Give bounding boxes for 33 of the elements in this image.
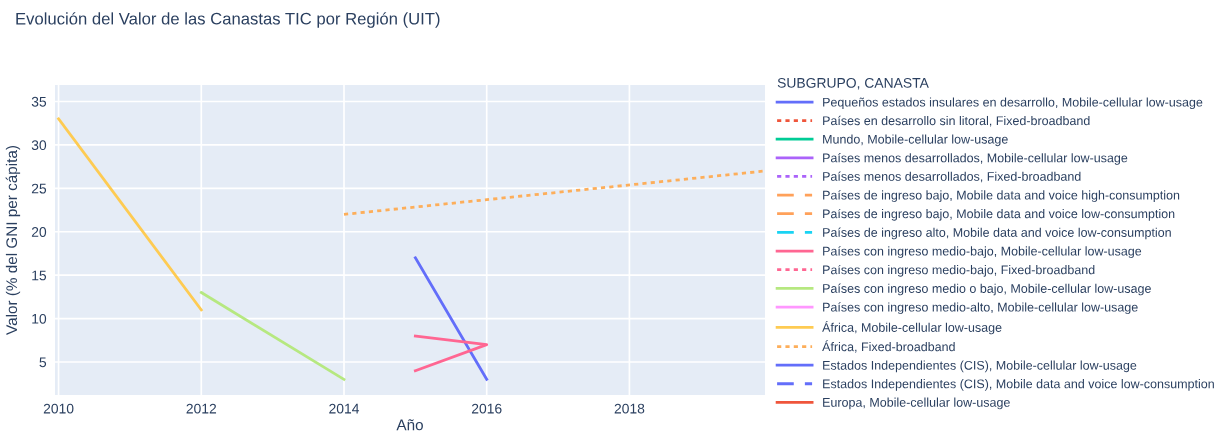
legend-label: Pequeños estados insulares en desarrollo, Mobile-cellular low-usage: [823, 97, 1203, 110]
y-tick-label: 5: [39, 357, 47, 368]
legend-label: África, Fixed-broadband: [822, 340, 955, 353]
y-tick-label: 20: [31, 227, 47, 237]
x-tick-label: 2018: [614, 403, 645, 414]
y-tick-label: 35: [31, 96, 47, 107]
y-axis-title: Valor (% del GNI per cápita): [5, 145, 21, 335]
y-tick-label: 25: [31, 183, 47, 194]
y-tick-label: 15: [32, 270, 47, 281]
y-tick-label: 30: [31, 140, 47, 151]
legend-label: Mundo, Mobile-cellular low-usage: [823, 134, 1008, 147]
legend-label: Países de ingreso alto, Mobile data and voice low-consumption: [823, 227, 1171, 240]
legend-label: Países de ingreso bajo, Mobile data and voice low-consumption: [823, 208, 1175, 221]
y-tick-label: 10: [32, 313, 47, 324]
chart-title: Evolución del Valor de las Canastas TIC por Región (UIT): [16, 12, 440, 28]
legend-label: Países con ingreso medio-bajo, Fixed-broadband: [823, 264, 1095, 277]
legend-label: Países con ingreso medio o bajo, Mobile-cellular low-usage: [823, 283, 1151, 296]
x-axis-title: Año: [396, 419, 423, 431]
legend-title: SUBGRUPO, CANASTA: [777, 77, 929, 90]
legend-label: Países de ingreso bajo, Mobile data and voice high-consumption: [823, 190, 1180, 202]
x-tick-label: 2016: [471, 403, 502, 414]
legend-label: Países menos desarrollados, Fixed-broadband: [823, 171, 1081, 183]
legend-label: Países con ingreso medio-bajo, Mobile-cellular low-usage: [823, 246, 1142, 259]
x-tick-label: 2012: [186, 403, 217, 414]
legend-label: Países con ingreso medio-alto, Mobile-cellular low-usage: [823, 302, 1138, 315]
legend-label: Países en desarrollo sin litoral, Fixed-broadband: [823, 115, 1090, 127]
legend-label: Estados Independientes (CIS), Mobile data and voice low-consumption: [823, 379, 1214, 391]
legend-label: África, Mobile-cellular low-usage: [822, 320, 1002, 335]
legend-label: Europa, Mobile-cellular low-usage: [823, 397, 1010, 410]
legend-label: Países menos desarrollados, Mobile-cellular low-usage: [823, 153, 1128, 165]
legend-label: Estados Independientes (CIS), Mobile-cellular low-usage: [823, 360, 1137, 373]
x-tick-label: 2014: [329, 403, 360, 414]
x-tick-label: 2010: [43, 403, 74, 414]
